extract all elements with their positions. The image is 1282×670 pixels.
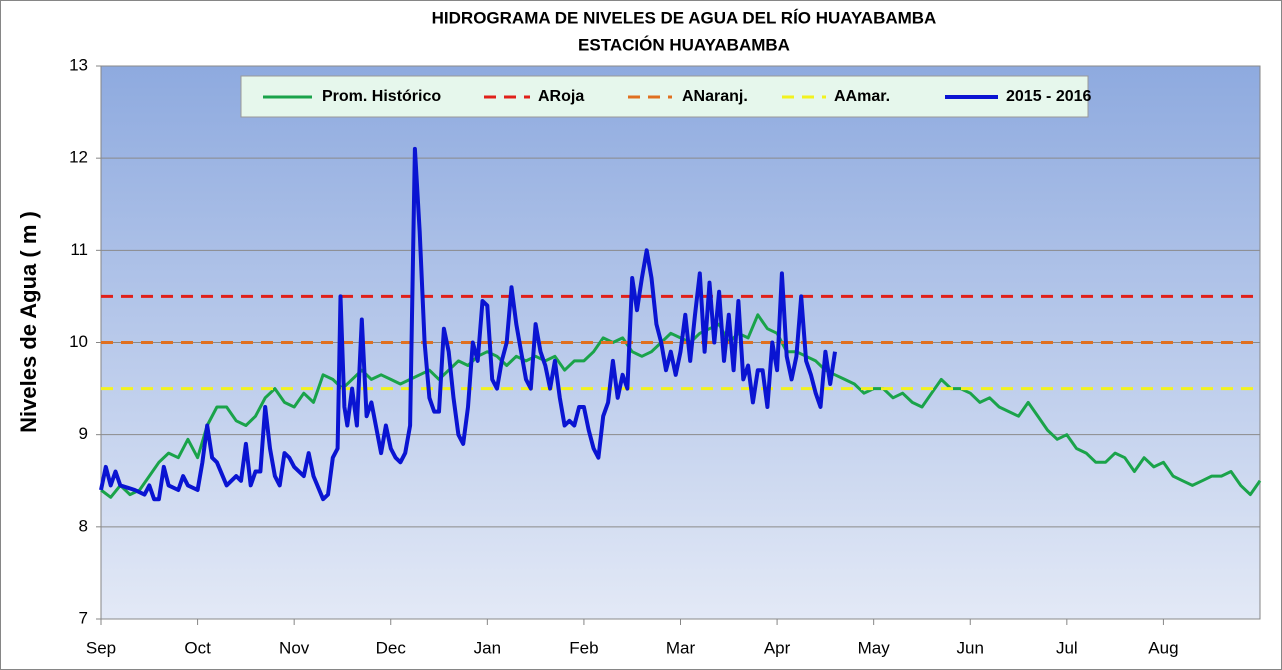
y-axis-label: Niveles de Agua ( m ) (16, 211, 41, 433)
y-tick-label: 7 (79, 608, 88, 627)
x-tick-label: Sep (86, 638, 116, 657)
y-tick-label: 12 (69, 148, 88, 167)
legend-label: 2015 - 2016 (1006, 88, 1092, 105)
x-tick-label: Dec (376, 638, 407, 657)
y-tick-label: 11 (70, 240, 88, 259)
y-tick-label: 9 (79, 424, 88, 443)
legend-label: ANaranj. (682, 88, 748, 105)
x-tick-label: Aug (1148, 638, 1178, 657)
x-tick-label: Oct (184, 638, 211, 657)
y-tick-label: 13 (69, 55, 88, 74)
x-tick-label: Apr (764, 638, 791, 657)
x-tick-label: Jun (957, 638, 984, 657)
legend-label: AAmar. (834, 88, 890, 105)
x-tick-label: Jul (1056, 638, 1078, 657)
x-tick-label: Jan (474, 638, 501, 657)
x-tick-label: May (858, 638, 891, 657)
x-tick-label: Mar (666, 638, 696, 657)
y-tick-label: 8 (79, 516, 88, 535)
series-line (99, 146, 837, 502)
legend-label: Prom. Histórico (322, 88, 441, 105)
x-tick-label: Feb (569, 638, 598, 657)
legend-label: ARoja (538, 88, 584, 105)
x-tick-label: Nov (279, 638, 310, 657)
y-tick-label: 10 (69, 332, 88, 351)
chart-subtitle: ESTACIÓN HUAYABAMBA (578, 35, 790, 54)
chart-title: HIDROGRAMA DE NIVELES DE AGUA DEL RÍO HU… (432, 8, 937, 27)
